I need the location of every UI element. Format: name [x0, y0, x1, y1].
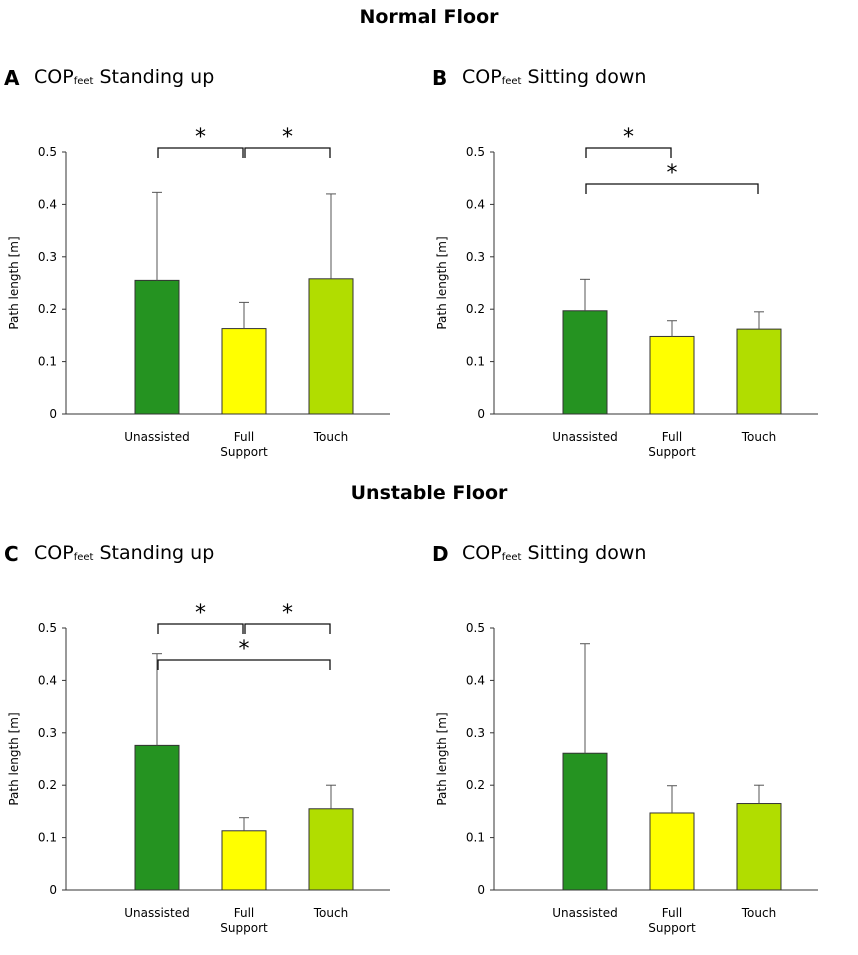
bar	[134, 279, 180, 415]
bar-chart-c: 0 0.1 0.2 0.3 0.4 0.5 Path length [m] Unassiste…	[7, 601, 390, 935]
bar	[649, 335, 695, 415]
y-tick-label: 0.5	[38, 621, 57, 635]
y-tick-label: 0.4	[466, 673, 485, 687]
panel-letter: D	[432, 542, 449, 566]
x-category-label: Touch	[741, 906, 776, 920]
y-axis-label: Path length [m]	[7, 712, 21, 805]
significance-star: *	[282, 601, 293, 626]
y-tick-label: 0.2	[38, 778, 57, 792]
y-axis-label: Path length [m]	[7, 236, 21, 329]
section-title-normal-floor: Normal Floor	[359, 6, 499, 28]
y-tick-label: 0.3	[466, 726, 485, 740]
bar-chart-d: 0 0.1 0.2 0.3 0.4 0.5 Path length [m] Unassiste…	[435, 621, 818, 935]
panel-title: COPfeet Sitting down	[462, 542, 647, 564]
bar	[221, 830, 267, 891]
x-category-label: Touch	[313, 906, 348, 920]
x-category-label: Support	[220, 921, 268, 935]
significance-bracket	[157, 147, 244, 158]
x-category-label: Unassisted	[124, 430, 190, 444]
y-tick-label: 0.2	[466, 778, 485, 792]
bar	[134, 744, 180, 891]
y-tick-label: 0	[477, 883, 485, 897]
significance-bracket	[244, 623, 331, 634]
chart-panel-d: D COPfeet Sitting down 0 0.1 0.2 0.3 0.4 0.5 P…	[428, 542, 848, 935]
section-title-unstable-floor: Unstable Floor	[350, 482, 508, 504]
y-tick-label: 0.1	[466, 831, 485, 845]
y-tick-label: 0.1	[466, 355, 485, 369]
y-tick-label: 0.3	[38, 250, 57, 264]
x-category-label: Full	[662, 906, 683, 920]
bar-chart-a: 0 0.1 0.2 0.3 0.4 0.5 Path length [m] Unassiste…	[7, 125, 390, 459]
significance-star: *	[623, 125, 634, 150]
panel-letter: B	[432, 66, 448, 90]
significance-bracket	[157, 623, 244, 634]
significance-star: *	[667, 161, 678, 186]
y-tick-label: 0.5	[38, 145, 57, 159]
y-tick-label: 0.4	[38, 197, 57, 211]
y-tick-label: 0.1	[38, 831, 57, 845]
chart-panel-c: C COPfeet Standing up 0 0.1 0.2 0.3 0.4 0.5 Pa…	[0, 542, 420, 935]
significance-bracket	[585, 183, 759, 194]
chart-panel-a: A COPfeet Standing up 0 0.1 0.2 0.3 0.4 0.5 Pa…	[0, 66, 420, 459]
bar	[562, 310, 608, 415]
y-tick-label: 0.3	[466, 250, 485, 264]
significance-bracket	[157, 659, 331, 670]
panel-title: COPfeet Sitting down	[462, 66, 647, 88]
panel-title: COPfeet Standing up	[34, 542, 215, 564]
y-tick-label: 0.1	[38, 355, 57, 369]
bar	[308, 808, 354, 891]
y-tick-label: 0.3	[38, 726, 57, 740]
x-category-label: Unassisted	[124, 906, 190, 920]
significance-star: *	[239, 637, 250, 662]
panel-letter: C	[4, 542, 19, 566]
y-tick-label: 0.4	[38, 673, 57, 687]
bar	[221, 328, 267, 415]
x-category-label: Full	[234, 430, 255, 444]
bar	[736, 328, 782, 415]
y-tick-label: 0.5	[466, 621, 485, 635]
y-tick-label: 0.2	[466, 302, 485, 316]
bar	[308, 278, 354, 415]
x-category-label: Unassisted	[552, 430, 618, 444]
bar	[736, 803, 782, 891]
significance-star: *	[195, 125, 206, 150]
y-tick-label: 0	[49, 883, 57, 897]
significance-bracket	[585, 147, 672, 158]
chart-panel-b: B COPfeet Sitting down 0 0.1 0.2 0.3 0.4 0.5 P…	[428, 66, 848, 459]
significance-bracket	[244, 147, 331, 158]
y-axis-label: Path length [m]	[435, 712, 449, 805]
x-category-label: Support	[220, 445, 268, 459]
y-axis-label: Path length [m]	[435, 236, 449, 329]
bar	[649, 812, 695, 891]
significance-star: *	[282, 125, 293, 150]
y-tick-label: 0.5	[466, 145, 485, 159]
x-category-label: Touch	[313, 430, 348, 444]
panel-title: COPfeet Standing up	[34, 66, 215, 88]
y-tick-label: 0.2	[38, 302, 57, 316]
y-tick-label: 0	[477, 407, 485, 421]
y-tick-label: 0.4	[466, 197, 485, 211]
x-category-label: Unassisted	[552, 906, 618, 920]
x-category-label: Support	[648, 921, 696, 935]
significance-star: *	[195, 601, 206, 626]
panel-letter: A	[4, 66, 20, 90]
bar	[562, 752, 608, 891]
x-category-label: Full	[234, 906, 255, 920]
x-category-label: Touch	[741, 430, 776, 444]
y-tick-label: 0	[49, 407, 57, 421]
x-category-label: Full	[662, 430, 683, 444]
bar-chart-b: 0 0.1 0.2 0.3 0.4 0.5 Path length [m] Unassiste…	[435, 125, 818, 459]
x-category-label: Support	[648, 445, 696, 459]
